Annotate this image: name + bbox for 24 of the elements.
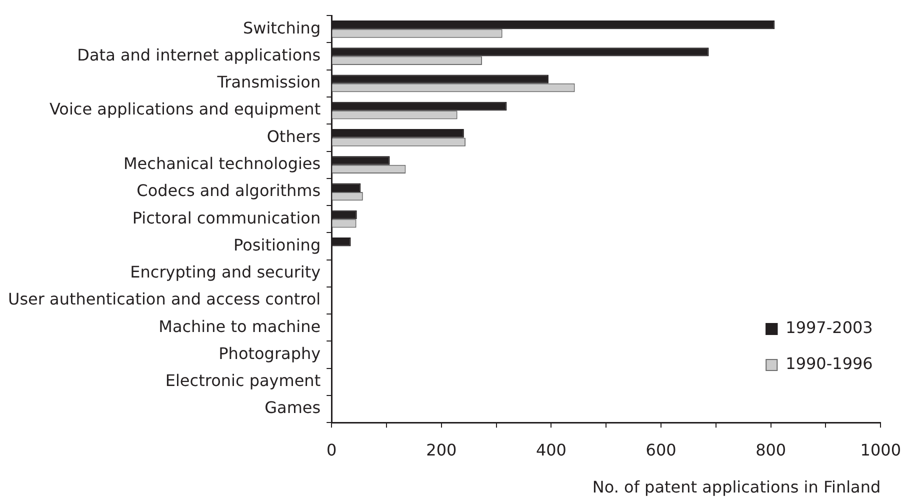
y-tick-label: Positioning <box>234 235 321 254</box>
y-tick-label: User authentication and access control <box>8 290 321 309</box>
y-tick-label: Electronic payment <box>165 371 321 390</box>
x-tick-label: 600 <box>646 440 676 460</box>
y-tick-label: Photography <box>218 344 321 363</box>
x-tick-label: 200 <box>426 440 457 460</box>
y-tick-label: Transmission <box>216 72 321 92</box>
y-tick-label: Codecs and algorithms <box>136 181 321 200</box>
y-tick-label: Pictoral communication <box>132 208 321 228</box>
legend-label: 1997-2003 <box>786 318 873 338</box>
x-axis-title: No. of patent applications in Finland <box>592 478 881 497</box>
x-tick-label: 800 <box>756 440 786 460</box>
x-tick-label: 400 <box>536 440 566 460</box>
y-tick-label: Machine to machine <box>158 316 321 336</box>
y-tick-label: Mechanical technologies <box>123 154 321 173</box>
legend-label: 1990-1996 <box>786 354 873 374</box>
y-tick-label: Data and internet applications <box>77 45 321 64</box>
x-tick-label: 0 <box>326 440 337 460</box>
y-tick-label: Voice applications and equipment <box>49 100 321 119</box>
x-tick-label: 1000 <box>860 440 901 460</box>
y-tick-label: Games <box>264 398 321 418</box>
y-tick-label: Encrypting and security <box>130 262 321 282</box>
y-tick-label: Others <box>266 126 321 146</box>
y-tick-label: Switching <box>242 18 321 38</box>
